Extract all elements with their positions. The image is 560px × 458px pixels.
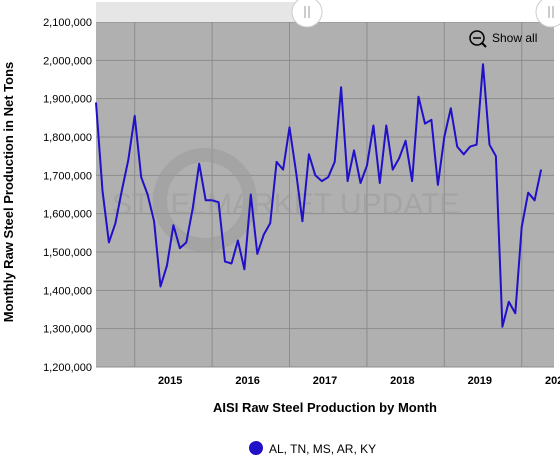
y-axis-title: Monthly Raw Steel Production in Net Tons (1, 62, 16, 323)
x-tick-label: 2016 (235, 375, 259, 387)
y-tick-label: 1,600,000 (43, 209, 92, 221)
x-tick-label: 2019 (468, 375, 492, 387)
y-tick-label: 1,400,000 (43, 285, 92, 297)
plot-area (96, 22, 554, 367)
watermark-text: STEELMARKET UPDATE (112, 188, 459, 221)
y-tick-label: 2,000,000 (43, 55, 92, 67)
x-tick-label: 2017 (313, 375, 337, 387)
show-all-label: Show all (492, 31, 537, 45)
navigator-handle-right[interactable] (535, 0, 560, 28)
legend-marker (249, 441, 263, 455)
series-line[interactable] (95, 63, 543, 328)
zoom-out-icon (469, 30, 487, 48)
x-axis-title: AISI Raw Steel Production by Month (213, 400, 437, 415)
x-tick-label: 2015 (158, 375, 182, 387)
y-tick-label: 1,500,000 (43, 247, 92, 259)
legend-label: AL, TN, MS, AR, KY (269, 442, 376, 456)
y-tick-label: 1,300,000 (43, 324, 92, 336)
x-tick-label: 2020 (545, 375, 560, 387)
y-tick-label: 1,800,000 (43, 132, 92, 144)
series-layer (95, 63, 543, 328)
y-axis-ticks: 1,200,000 1,300,000 1,400,000 1,500,000 1,60… (43, 17, 92, 374)
y-tick-label: 1,900,000 (43, 94, 92, 106)
navigator-handle-left[interactable] (291, 0, 323, 28)
y-tick-label: 2,100,000 (43, 17, 92, 29)
legend[interactable]: AL, TN, MS, AR, KY (249, 441, 376, 456)
x-axis-ticks: 2015 2016 2017 2018 2019 2020 (158, 375, 560, 387)
navigator-selection[interactable] (307, 2, 551, 22)
x-tick-label: 2018 (390, 375, 414, 387)
y-tick-label: 1,700,000 (43, 170, 92, 182)
show-all-button[interactable]: Show all (469, 30, 537, 48)
y-tick-label: 1,200,000 (43, 362, 92, 374)
